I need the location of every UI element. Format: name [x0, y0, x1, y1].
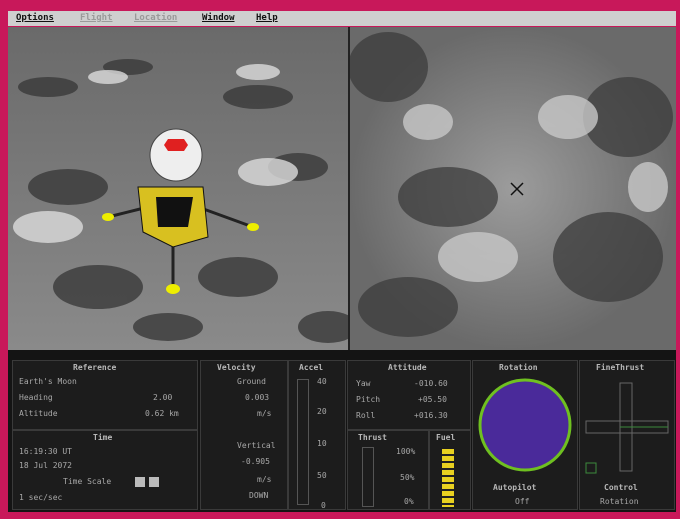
section-title: FineThrust	[596, 363, 644, 372]
section-title: Accel	[299, 363, 323, 372]
time-section: Time 16:19:30 UT 18 Jul 2072 Time Scale …	[12, 430, 198, 510]
rotation-section: Rotation Autopilot Off	[472, 360, 578, 510]
scale-label: 50%	[400, 473, 414, 482]
label: Time Scale	[63, 477, 111, 486]
scale-label: 50	[317, 471, 327, 480]
unit: m/s	[257, 475, 271, 484]
menu-item[interactable]: Help	[256, 13, 278, 23]
instrument-panel: Reference Earth's Moon Heading 2.00 Alti…	[8, 350, 676, 512]
value: Rotation	[600, 497, 639, 506]
page: Options Flight Location Window Help Refe…	[0, 0, 680, 519]
label: Autopilot	[493, 483, 536, 492]
value: 1 sec/sec	[19, 493, 62, 502]
scale-up-button[interactable]	[135, 477, 145, 487]
unit: m/s	[257, 409, 271, 418]
menu-item[interactable]: Location	[134, 13, 177, 23]
reference-section: Reference Earth's Moon Heading 2.00 Alti…	[12, 360, 198, 430]
value: 2.00	[153, 393, 172, 402]
value: 18 Jul 2072	[19, 461, 72, 470]
label: Heading	[19, 393, 53, 402]
section-title: Reference	[73, 363, 116, 372]
fuel-gauge	[442, 449, 454, 507]
section-title: Time	[93, 433, 112, 442]
value: -0.905	[241, 457, 270, 466]
label: Pitch	[356, 395, 380, 404]
section-title: Thrust	[358, 433, 387, 442]
value: 0.62 km	[145, 409, 179, 418]
menu-item[interactable]: Window	[202, 13, 235, 23]
value: +05.50	[418, 395, 447, 404]
scale-down-button[interactable]	[149, 477, 159, 487]
scale-label: 0	[321, 501, 326, 510]
viewports	[8, 27, 676, 350]
label: Yaw	[356, 379, 370, 388]
value: +016.30	[414, 411, 448, 420]
menu-item[interactable]: Flight	[80, 13, 113, 23]
label: Roll	[356, 411, 375, 420]
accel-gauge	[297, 379, 309, 505]
label: Altitude	[19, 409, 58, 418]
label: Earth's Moon	[19, 377, 77, 386]
menu-item[interactable]: Options	[16, 13, 54, 23]
value: DOWN	[249, 491, 268, 500]
label: Control	[604, 483, 638, 492]
thrust-gauge	[362, 447, 374, 507]
label: Ground	[237, 377, 266, 386]
scale-label: 20	[317, 407, 327, 416]
velocity-section: Velocity Ground 0.003 m/s Vertical -0.90…	[200, 360, 288, 510]
rotation-indicator	[477, 377, 573, 473]
scale-label: 100%	[396, 447, 415, 456]
fuel-section: Fuel	[429, 430, 471, 510]
value: -010.60	[414, 379, 448, 388]
value: 16:19:30 UT	[19, 447, 72, 456]
section-title: Attitude	[388, 363, 427, 372]
fine-thrust-indicator	[584, 379, 670, 475]
accel-section: Accel 40 20 10 50 0	[288, 360, 346, 510]
thrust-section: Thrust 100% 50% 0%	[347, 430, 429, 510]
scale-label: 40	[317, 377, 327, 386]
scale-label: 10	[317, 439, 327, 448]
attitude-section: Attitude Yaw -010.60 Pitch +05.50 Roll +…	[347, 360, 471, 430]
value: Off	[515, 497, 529, 506]
label: Vertical	[237, 441, 276, 450]
fine-thrust-section: FineThrust Control Rotation	[579, 360, 675, 510]
section-title: Rotation	[499, 363, 538, 372]
scale-label: 0%	[404, 497, 414, 506]
section-title: Fuel	[436, 433, 455, 442]
menu-bar: Options Flight Location Window Help	[8, 11, 676, 26]
section-title: Velocity	[217, 363, 256, 372]
value: 0.003	[245, 393, 269, 402]
